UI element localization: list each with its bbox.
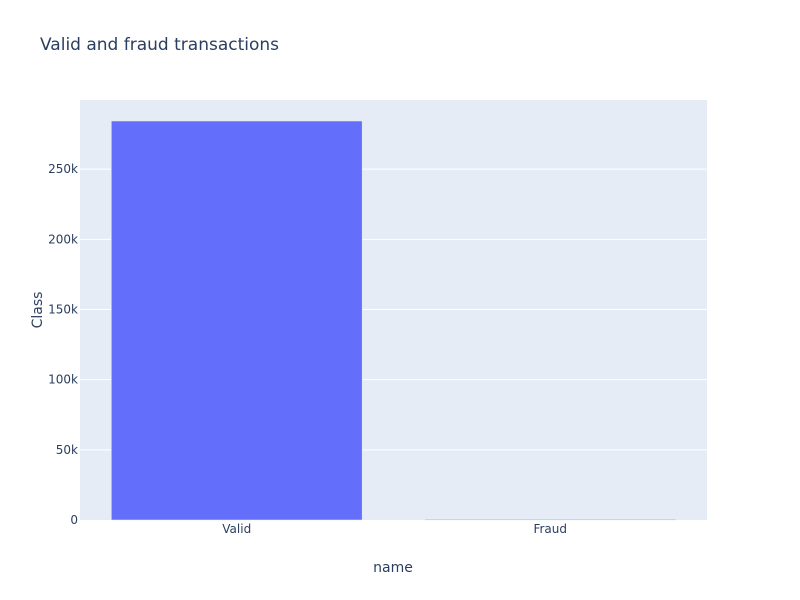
y-tick-label: 0 (70, 513, 78, 527)
y-tick-label: 100k (48, 373, 78, 387)
chart-title: Valid and fraud transactions (40, 35, 279, 55)
bars (111, 120, 676, 521)
y-tick-label: 250k (48, 162, 78, 176)
x-axis-title: name (373, 560, 413, 576)
y-tick-label: 150k (48, 302, 78, 316)
bar-fraud[interactable] (424, 519, 676, 521)
y-tick-label: 50k (56, 443, 78, 457)
x-tick-label: Fraud (533, 522, 567, 536)
x-axis-ticks: Valid Fraud (222, 522, 567, 536)
bar-valid[interactable] (111, 120, 363, 521)
y-axis-ticks: 0 50k 100k 150k 200k 250k (48, 162, 78, 527)
x-tick-label: Valid (222, 522, 251, 536)
y-tick-label: 200k (48, 232, 78, 246)
y-axis-title: Class (30, 292, 46, 329)
